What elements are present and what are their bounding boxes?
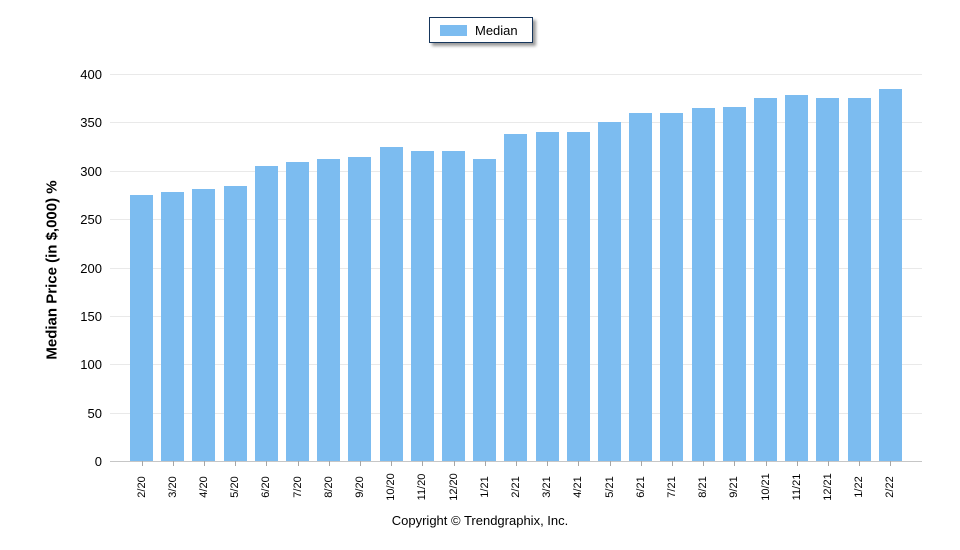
y-tick-label-250: 250 <box>80 212 102 228</box>
x-tick-label-8/21: 8/21 <box>697 476 710 498</box>
bar-9/21 <box>722 106 746 461</box>
x-tick-label-12/21: 12/21 <box>821 473 834 501</box>
x-tick-3/20 <box>172 461 174 466</box>
bar-4/21 <box>566 132 590 461</box>
x-tick-6/21 <box>640 461 642 466</box>
y-tick-label-0: 0 <box>94 454 102 469</box>
x-tick-label-3/20: 3/20 <box>166 476 179 498</box>
bar-8/20 <box>317 159 341 461</box>
y-tick-label-100: 100 <box>80 357 102 373</box>
x-tick-label-7/21: 7/21 <box>665 476 678 498</box>
x-tick-2/21 <box>515 461 517 466</box>
y-axis-title: Median Price (in $,000) % <box>43 180 61 360</box>
bar-2/20 <box>130 194 153 461</box>
bar-5/20 <box>223 186 247 461</box>
x-tick-label-11/21: 11/21 <box>790 473 803 501</box>
x-tick-label-6/20: 6/20 <box>260 476 273 498</box>
x-tick-6/20 <box>266 461 268 466</box>
x-tick-4/21 <box>578 461 580 466</box>
bar-12/21 <box>816 98 840 461</box>
x-tick-label-10/20: 10/20 <box>385 473 398 501</box>
x-tick-4/20 <box>203 461 205 466</box>
x-tick-label-7/20: 7/20 <box>291 476 304 498</box>
legend-swatch <box>440 24 467 36</box>
x-tick-label-2/22: 2/22 <box>884 476 897 498</box>
plot-area <box>110 74 922 461</box>
bar-10/20 <box>379 146 403 461</box>
x-tick-5/20 <box>235 461 237 466</box>
x-tick-label-9/21: 9/21 <box>728 476 741 498</box>
bar-4/20 <box>192 189 216 461</box>
gridline-350 <box>110 122 922 124</box>
x-tick-label-5/21: 5/21 <box>603 476 616 498</box>
x-tick-label-10/21: 10/21 <box>759 473 772 501</box>
x-tick-2/20 <box>141 461 143 466</box>
y-tick-label-400: 400 <box>80 67 102 82</box>
x-tick-7/21 <box>671 461 673 466</box>
bar-3/20 <box>161 192 185 461</box>
y-tick-label-50: 50 <box>87 405 102 421</box>
x-tick-9/21 <box>734 461 736 466</box>
x-tick-1/21 <box>484 461 486 466</box>
x-tick-label-3/21: 3/21 <box>541 476 554 498</box>
bar-1/21 <box>473 159 497 461</box>
copyright-text: Copyright © Trendgraphix, Inc. <box>391 513 569 528</box>
bar-3/21 <box>535 132 559 461</box>
legend: Median <box>429 17 533 43</box>
bar-8/21 <box>691 107 715 461</box>
x-tick-label-6/21: 6/21 <box>634 476 647 498</box>
bar-7/21 <box>660 112 684 461</box>
x-tick-2/22 <box>890 461 892 466</box>
x-tick-12/20 <box>453 461 455 466</box>
bar-1/22 <box>847 98 871 461</box>
y-tick-label-350: 350 <box>80 115 102 131</box>
x-tick-11/20 <box>422 461 424 466</box>
bar-11/21 <box>785 95 809 461</box>
bar-11/20 <box>410 151 434 461</box>
gridline-400 <box>110 74 922 75</box>
bar-9/20 <box>348 157 372 461</box>
x-tick-8/21 <box>703 461 705 466</box>
x-tick-label-2/20: 2/20 <box>135 476 148 498</box>
x-tick-label-11/20: 11/20 <box>416 473 429 501</box>
bar-6/21 <box>629 112 653 461</box>
x-tick-10/21 <box>765 461 767 466</box>
x-tick-label-1/22: 1/22 <box>853 476 866 498</box>
bar-2/21 <box>504 134 528 461</box>
x-tick-7/20 <box>297 461 299 466</box>
x-tick-1/22 <box>859 461 861 466</box>
x-tick-3/21 <box>547 461 549 466</box>
bar-5/21 <box>598 122 621 461</box>
x-tick-label-2/21: 2/21 <box>509 476 522 498</box>
x-tick-12/21 <box>827 461 829 466</box>
x-tick-label-9/20: 9/20 <box>353 476 366 498</box>
bar-12/20 <box>442 151 465 461</box>
x-tick-11/21 <box>796 461 798 466</box>
x-tick-9/20 <box>359 461 361 466</box>
bar-2/22 <box>878 88 902 461</box>
y-tick-label-150: 150 <box>80 308 102 324</box>
x-tick-label-12/20: 12/20 <box>447 473 460 501</box>
x-tick-label-4/21: 4/21 <box>572 476 585 498</box>
x-tick-5/21 <box>609 461 611 466</box>
legend-label: Median <box>475 22 518 38</box>
x-tick-label-4/20: 4/20 <box>197 476 210 498</box>
x-tick-label-5/20: 5/20 <box>229 476 242 498</box>
bar-10/21 <box>754 98 777 461</box>
x-tick-8/20 <box>328 461 330 466</box>
y-tick-label-200: 200 <box>80 260 102 276</box>
bar-6/20 <box>254 165 278 461</box>
x-tick-10/20 <box>391 461 393 466</box>
y-tick-label-300: 300 <box>80 163 102 179</box>
x-tick-label-1/21: 1/21 <box>478 476 491 498</box>
x-tick-label-8/20: 8/20 <box>322 476 335 498</box>
bar-7/20 <box>286 162 309 461</box>
